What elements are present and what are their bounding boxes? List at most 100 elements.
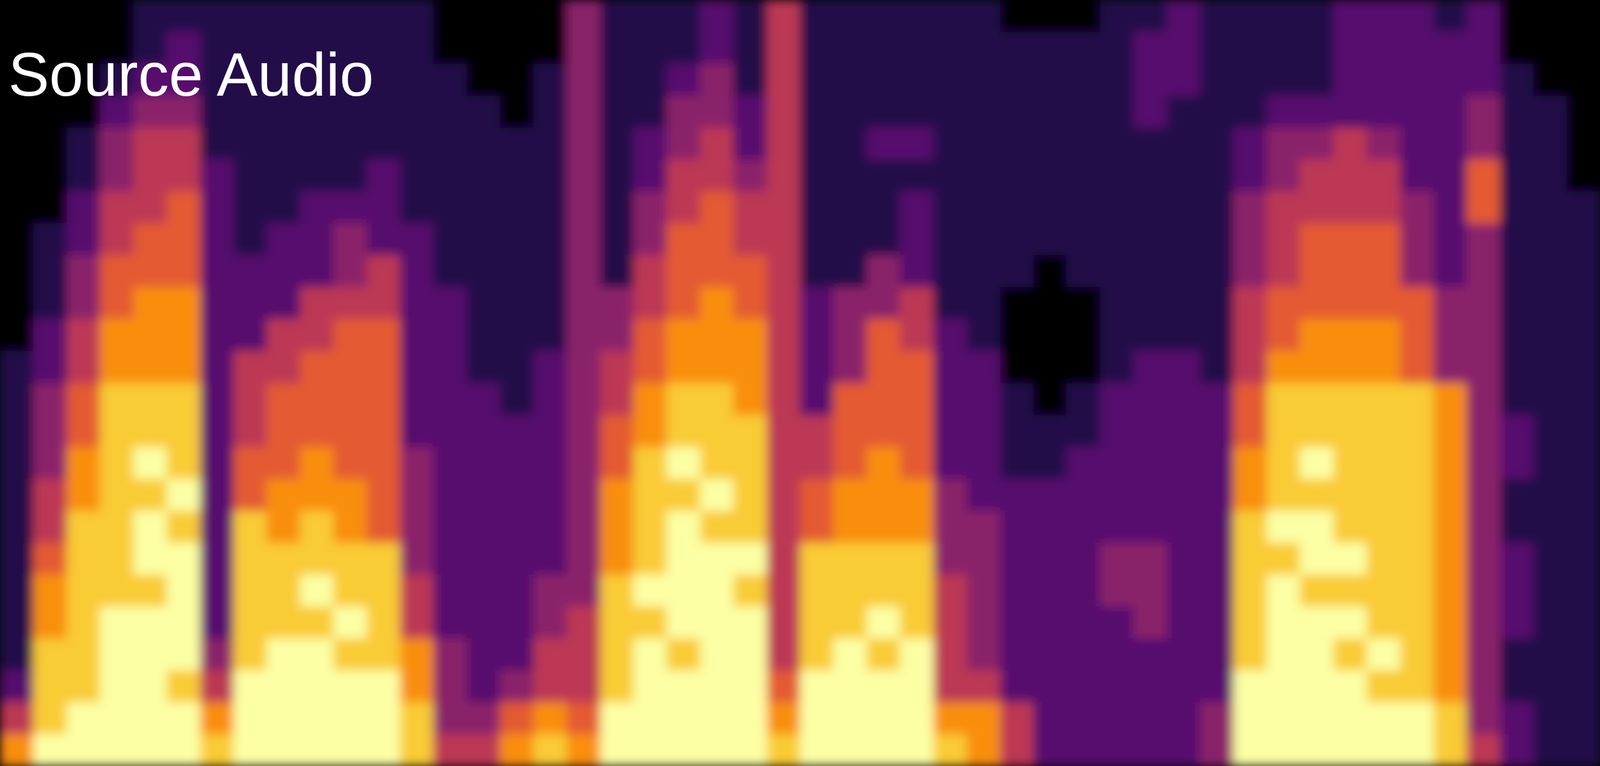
heatmap-cell [233, 287, 268, 320]
heatmap-cell [200, 255, 234, 288]
heatmap-cell [233, 734, 268, 766]
heatmap-cell [1100, 447, 1134, 480]
heatmap-cell [600, 734, 634, 766]
heatmap-cell [1533, 95, 1567, 129]
heatmap-cell [600, 350, 634, 384]
heatmap-cell [1033, 702, 1068, 736]
heatmap-cell [666, 670, 701, 704]
heatmap-cell [1100, 638, 1134, 672]
chart: Source Audio [0, 0, 1600, 766]
heatmap-cell [133, 319, 168, 352]
heatmap-cell [666, 702, 701, 736]
heatmap-cell [266, 159, 301, 193]
heatmap-cell [666, 415, 701, 448]
heatmap-cell [899, 574, 934, 608]
heatmap-cell [899, 223, 934, 256]
heatmap-cell [566, 702, 601, 736]
heatmap-cell [966, 511, 1001, 544]
heatmap-cell [1466, 31, 1501, 65]
heatmap-cell [1366, 479, 1401, 512]
heatmap-cell [633, 191, 668, 224]
heatmap-cell [600, 606, 634, 640]
heatmap-cell [933, 350, 968, 384]
heatmap-cell [933, 383, 968, 416]
heatmap-cell [1100, 734, 1134, 766]
heatmap-cell [866, 670, 901, 704]
heatmap-cell [700, 191, 734, 224]
heatmap-cell [1333, 415, 1368, 448]
heatmap-cell [1266, 542, 1301, 576]
heatmap-cell [1200, 670, 1234, 704]
heatmap-cell [99, 702, 134, 736]
heatmap-cell [1233, 670, 1267, 704]
heatmap-cell [1033, 0, 1068, 33]
heatmap-cell [466, 0, 501, 33]
heatmap-cell [1400, 638, 1434, 672]
heatmap-cell [99, 511, 134, 544]
heatmap-cell [166, 734, 201, 766]
heatmap-cell [933, 702, 968, 736]
heatmap-cell [766, 95, 801, 129]
heatmap-cell [1133, 95, 1167, 129]
heatmap-cell [1166, 0, 1201, 33]
heatmap-cell [1000, 479, 1034, 512]
heatmap-cell [966, 638, 1001, 672]
heatmap-cell [1266, 734, 1301, 766]
heatmap-cell [700, 574, 734, 608]
heatmap-cell [533, 127, 568, 161]
heatmap-cell [1066, 415, 1101, 448]
heatmap-cell [633, 31, 668, 65]
heatmap-cell [99, 670, 134, 704]
heatmap-cell [899, 447, 934, 480]
heatmap-cell [1433, 95, 1468, 129]
heatmap-cell [1299, 511, 1334, 544]
heatmap-cell [766, 223, 801, 256]
heatmap-cell [933, 319, 968, 352]
heatmap-cell [133, 287, 168, 320]
heatmap-cell [1200, 255, 1234, 288]
heatmap-cell [166, 542, 201, 576]
heatmap-cell [666, 638, 701, 672]
heatmap-cell [866, 574, 901, 608]
heatmap-cell [66, 542, 101, 576]
heatmap-cell [66, 447, 101, 480]
heatmap-cell [733, 223, 767, 256]
heatmap-cell [1166, 511, 1201, 544]
heatmap-cell [466, 350, 501, 384]
heatmap-cell [233, 0, 268, 33]
heatmap-cell [800, 350, 834, 384]
heatmap-cell [1033, 670, 1068, 704]
heatmap-cell [1033, 415, 1068, 448]
heatmap-cell [1266, 670, 1301, 704]
heatmap-cell [733, 63, 767, 97]
heatmap-cell [99, 415, 134, 448]
heatmap-cell [700, 383, 734, 416]
heatmap-cell [266, 255, 301, 288]
heatmap-cell [566, 574, 601, 608]
heatmap-cell [733, 511, 767, 544]
heatmap-cell [400, 415, 434, 448]
heatmap-cell [1566, 734, 1600, 766]
heatmap-cell [1066, 31, 1101, 65]
heatmap-cell [266, 0, 301, 33]
heatmap-cell [1566, 383, 1600, 416]
heatmap-cell [1333, 319, 1368, 352]
heatmap-cell [133, 127, 168, 161]
heatmap-cell [700, 702, 734, 736]
heatmap-cell [499, 31, 534, 65]
heatmap-cell [499, 734, 534, 766]
heatmap-cell [233, 223, 268, 256]
heatmap-cell [266, 479, 301, 512]
heatmap-cell [66, 0, 101, 33]
heatmap-cell [633, 638, 668, 672]
heatmap-cell [566, 223, 601, 256]
heatmap-cell [1066, 255, 1101, 288]
heatmap-cell [1433, 319, 1468, 352]
heatmap-cell [600, 63, 634, 97]
heatmap-cell [300, 0, 334, 33]
heatmap-cell [499, 287, 534, 320]
heatmap-cell [833, 350, 867, 384]
heatmap-cell [1166, 670, 1201, 704]
heatmap-cell [400, 350, 434, 384]
heatmap-cell [666, 606, 701, 640]
